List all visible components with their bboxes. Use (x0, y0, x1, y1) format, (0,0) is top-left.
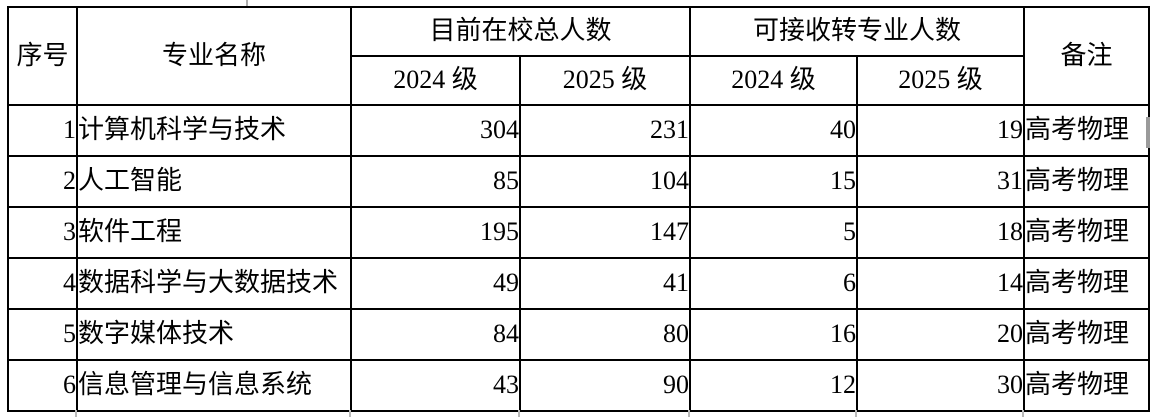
transfer-2025-cell: 30 (856, 359, 1025, 412)
header-transfer-capacity-group: 可接收转专业人数 (689, 6, 1025, 57)
enrollment-table: 序号 专业名称 目前在校总人数 可接收转专业人数 备注 2024 级 2025 … (7, 6, 1150, 412)
current-2024-cell: 195 (350, 206, 521, 259)
header-transfer-2025: 2025 级 (856, 55, 1025, 106)
current-2025-cell: 104 (519, 155, 691, 208)
header-transfer-2024: 2024 级 (689, 55, 858, 106)
current-2024-cell: 43 (350, 359, 521, 412)
gridline-artifact-bottom (75, 410, 77, 417)
current-2024-cell: 85 (350, 155, 521, 208)
transfer-2024-cell: 15 (689, 155, 858, 208)
transfer-2024-cell: 6 (689, 257, 858, 310)
transfer-2025-cell: 14 (856, 257, 1025, 310)
remark-cell: 高考物理 (1023, 359, 1150, 412)
remark-cell: 高考物理 (1023, 257, 1150, 310)
current-2025-cell: 231 (519, 104, 691, 157)
header-row-groups: 序号 专业名称 目前在校总人数 可接收转专业人数 备注 (7, 6, 1150, 106)
transfer-2025-cell: 31 (856, 155, 1025, 208)
current-2025-cell: 90 (519, 359, 691, 412)
table-row: 1 计算机科学与技术 304 231 40 19 高考物理 (7, 104, 1150, 157)
table-row: 3 软件工程 195 147 5 18 高考物理 (7, 206, 1150, 259)
transfer-2024-cell: 40 (689, 104, 858, 157)
current-2024-cell: 304 (350, 104, 521, 157)
gridline-artifact-bottom (1022, 410, 1024, 417)
header-current-2024: 2024 级 (350, 55, 521, 106)
header-current-2025: 2025 级 (519, 55, 691, 106)
remark-cell: 高考物理 (1023, 104, 1150, 157)
table-row: 6 信息管理与信息系统 43 90 12 30 高考物理 (7, 359, 1150, 412)
major-name-cell: 数据科学与大数据技术 (76, 257, 352, 310)
transfer-2025-cell: 18 (856, 206, 1025, 259)
transfer-2025-cell: 20 (856, 308, 1025, 361)
transfer-2024-cell: 5 (689, 206, 858, 259)
header-current-total-group: 目前在校总人数 (350, 6, 691, 57)
gridline-artifact-bottom (518, 410, 520, 417)
row-index-cell: 6 (7, 359, 78, 412)
header-remark: 备注 (1023, 6, 1150, 106)
table-row: 2 人工智能 85 104 15 31 高考物理 (7, 155, 1150, 208)
row-index-cell: 1 (7, 104, 78, 157)
transfer-2024-cell: 12 (689, 359, 858, 412)
major-name-cell: 软件工程 (76, 206, 352, 259)
current-2024-cell: 84 (350, 308, 521, 361)
table-row: 5 数字媒体技术 84 80 16 20 高考物理 (7, 308, 1150, 361)
transfer-2024-cell: 16 (689, 308, 858, 361)
header-major-name: 专业名称 (76, 6, 352, 106)
row-index-cell: 4 (7, 257, 78, 310)
row-index-cell: 3 (7, 206, 78, 259)
row-index-cell: 5 (7, 308, 78, 361)
transfer-2025-cell: 19 (856, 104, 1025, 157)
major-name-cell: 计算机科学与技术 (76, 104, 352, 157)
gridline-artifact-bottom (855, 410, 857, 417)
major-name-cell: 信息管理与信息系统 (76, 359, 352, 412)
row-index-cell: 2 (7, 155, 78, 208)
header-index: 序号 (7, 6, 78, 106)
gridline-artifact-bottom (349, 410, 351, 417)
current-2025-cell: 80 (519, 308, 691, 361)
gridline-artifact-top (246, 0, 248, 7)
screen-edge-artifact (1146, 117, 1150, 148)
current-2024-cell: 49 (350, 257, 521, 310)
major-name-cell: 数字媒体技术 (76, 308, 352, 361)
remark-cell: 高考物理 (1023, 206, 1150, 259)
remark-cell: 高考物理 (1023, 308, 1150, 361)
table-row: 4 数据科学与大数据技术 49 41 6 14 高考物理 (7, 257, 1150, 310)
header-row-cohorts: 2024 级 2025 级 2024 级 2025 级 (8, 55, 1149, 106)
remark-cell: 高考物理 (1023, 155, 1150, 208)
gridline-artifact-bottom (688, 410, 690, 417)
current-2025-cell: 41 (519, 257, 691, 310)
current-2025-cell: 147 (519, 206, 691, 259)
major-name-cell: 人工智能 (76, 155, 352, 208)
